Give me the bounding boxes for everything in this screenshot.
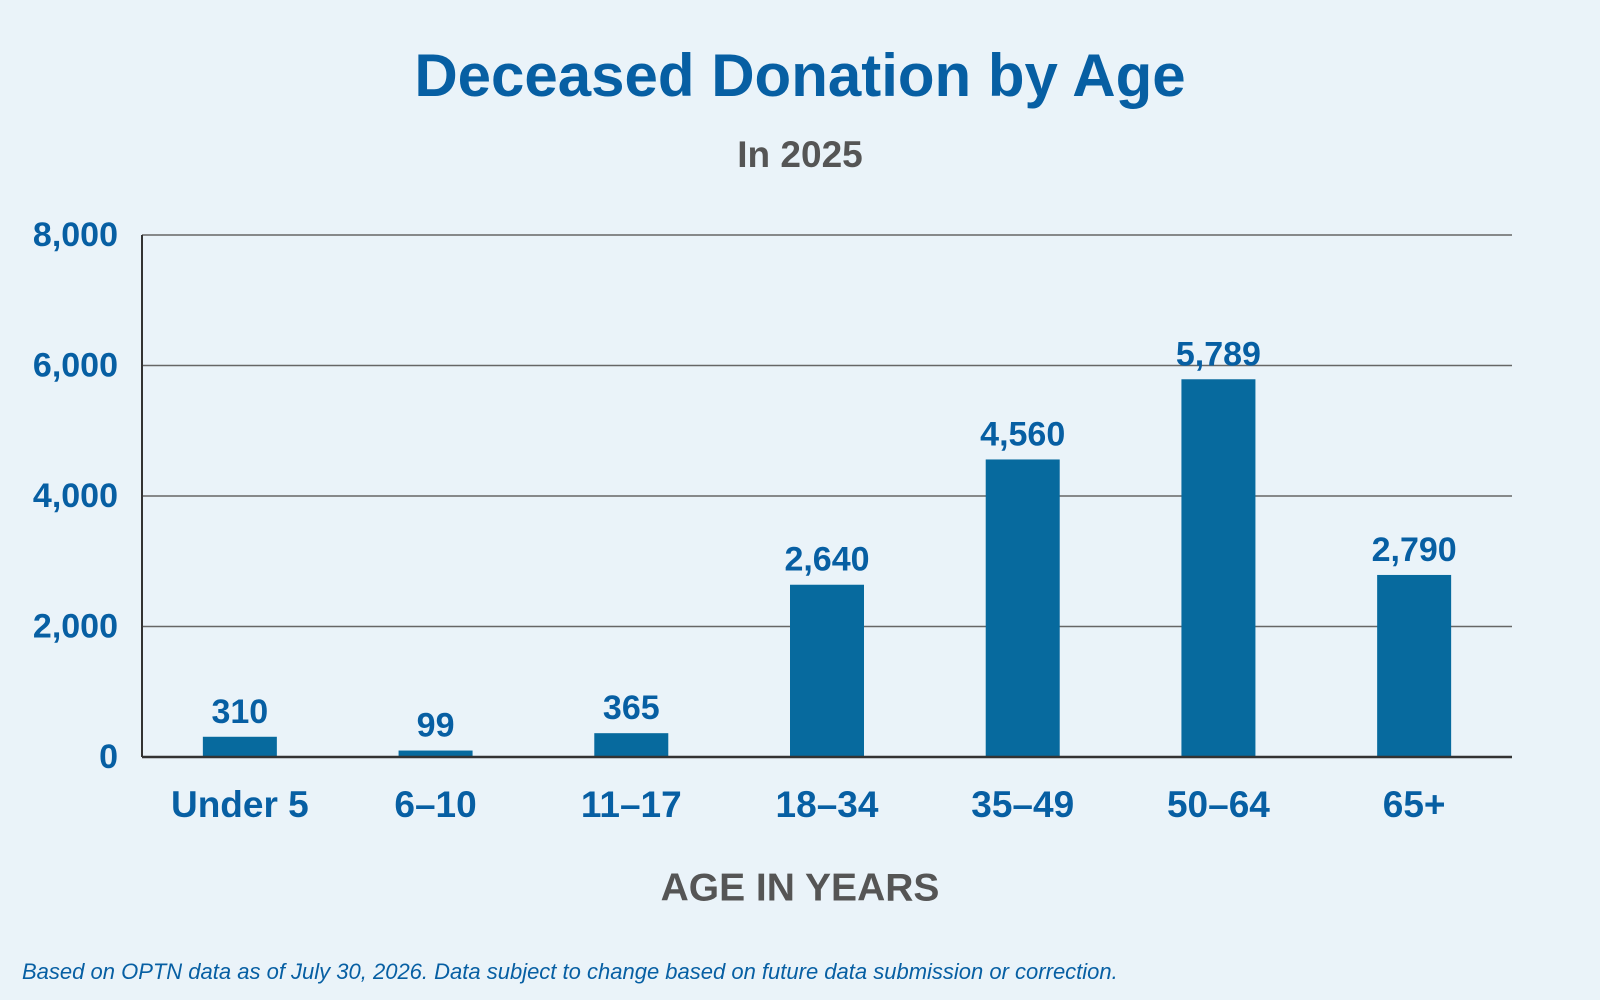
- bar: [594, 733, 669, 757]
- bar-value-label: 365: [603, 689, 660, 727]
- chart-title: Deceased Donation by Age: [414, 42, 1186, 109]
- x-tick-label: 11–17: [581, 784, 682, 825]
- bar: [985, 459, 1060, 757]
- x-tick-label: 50–64: [1167, 784, 1270, 825]
- y-tick-label: 6,000: [33, 347, 118, 385]
- x-tick-label: 65+: [1383, 784, 1446, 825]
- bar: [790, 584, 864, 757]
- bar: [1377, 574, 1452, 757]
- bar-value-label: 310: [211, 693, 268, 731]
- y-tick-label: 0: [99, 738, 118, 776]
- x-tick-label: 35–49: [971, 784, 1074, 825]
- bars: [202, 379, 1452, 757]
- y-tick-label: 4,000: [33, 477, 118, 515]
- y-tick-label: 2,000: [33, 608, 118, 646]
- y-tick-label: 8,000: [33, 216, 118, 254]
- labels: 0 2,000 4,000 6,000 8,000 310 Under 5 99 6–10 365…: [33, 216, 1457, 910]
- bar-value-label: 4,560: [980, 415, 1065, 453]
- bar: [398, 750, 473, 757]
- bar-value-label: 2,640: [784, 541, 869, 579]
- bar-value-label: 99: [417, 707, 455, 745]
- x-tick-label: Under 5: [171, 784, 309, 825]
- footnote: Based on OPTN data as of July 30, 2026. …: [22, 959, 1118, 984]
- bar-value-label: 2,790: [1372, 531, 1457, 569]
- x-axis-title: AGE IN YEARS: [661, 867, 940, 910]
- bar: [1181, 379, 1256, 757]
- axes: [141, 235, 1512, 759]
- bar: [202, 736, 277, 757]
- x-tick-label: 6–10: [394, 784, 476, 825]
- bar-value-label: 5,789: [1176, 335, 1261, 373]
- x-tick-label: 18–34: [776, 784, 879, 825]
- chart-subtitle: In 2025: [737, 134, 863, 175]
